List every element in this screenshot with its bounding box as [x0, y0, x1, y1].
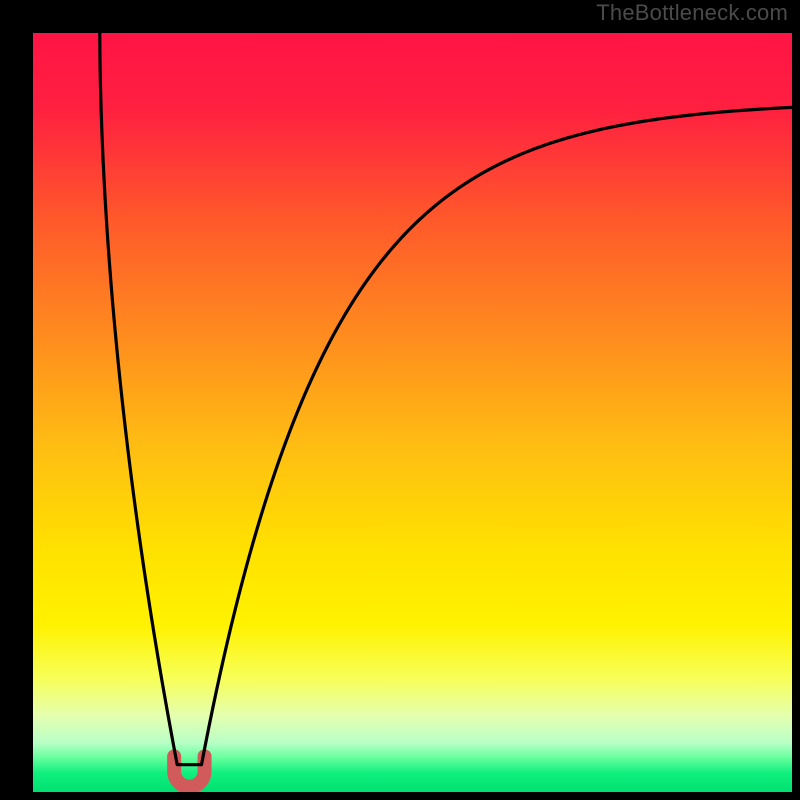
bottleneck-curve	[100, 33, 792, 765]
chart-svg	[33, 33, 792, 792]
valley-marker	[174, 756, 204, 786]
plot-area	[33, 33, 792, 792]
watermark-text: TheBottleneck.com	[596, 0, 788, 26]
